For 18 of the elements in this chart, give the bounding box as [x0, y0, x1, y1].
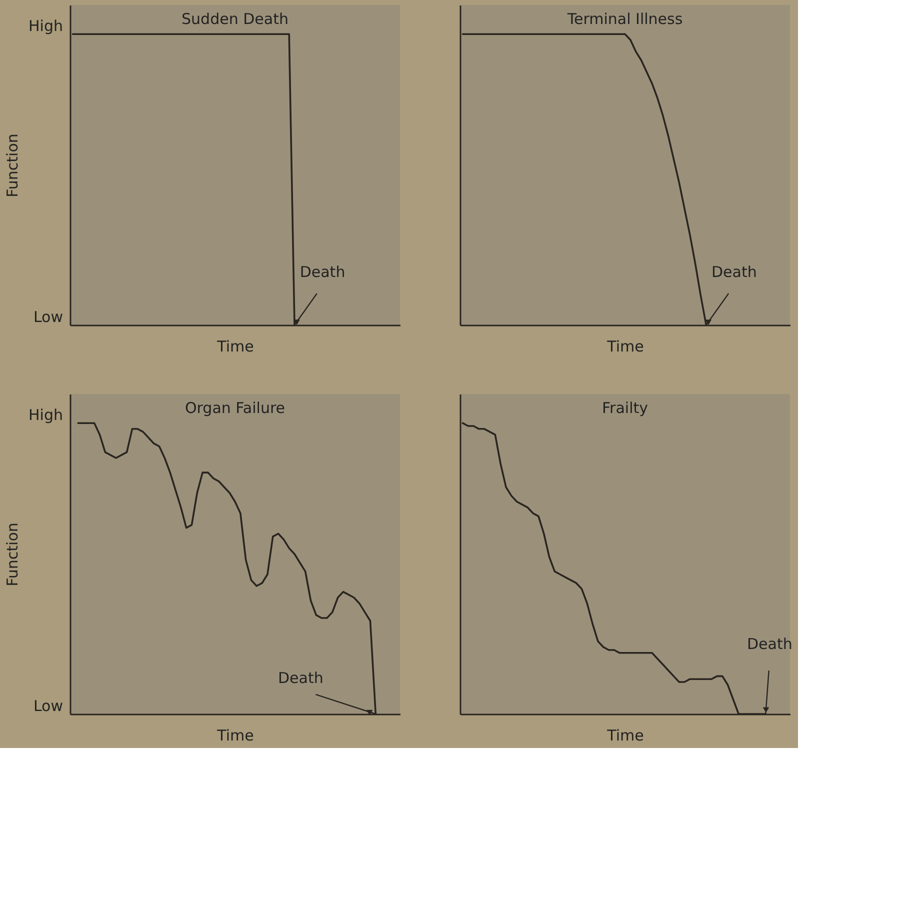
chart-title: Frailty	[602, 399, 648, 417]
annotation: Death	[711, 263, 757, 281]
chart-title: Terminal Illness	[566, 10, 683, 28]
x-axis-title: Time	[216, 338, 254, 356]
y-axis-title: Function	[4, 134, 22, 198]
annotation: Death	[278, 669, 324, 687]
annotation: Death	[746, 635, 792, 653]
text: High	[28, 17, 63, 36]
x-axis-title: Time	[606, 338, 644, 356]
y-axis-title: Function	[4, 522, 22, 586]
text: High	[28, 406, 63, 424]
chart-title: Sudden Death	[182, 10, 288, 28]
annotation: Death	[300, 263, 346, 281]
text: Low	[33, 697, 63, 715]
text: Low	[33, 308, 63, 326]
x-axis-title: Time	[216, 726, 254, 744]
chart-title: Organ Failure	[184, 399, 286, 417]
x-axis-title: Time	[606, 726, 644, 744]
